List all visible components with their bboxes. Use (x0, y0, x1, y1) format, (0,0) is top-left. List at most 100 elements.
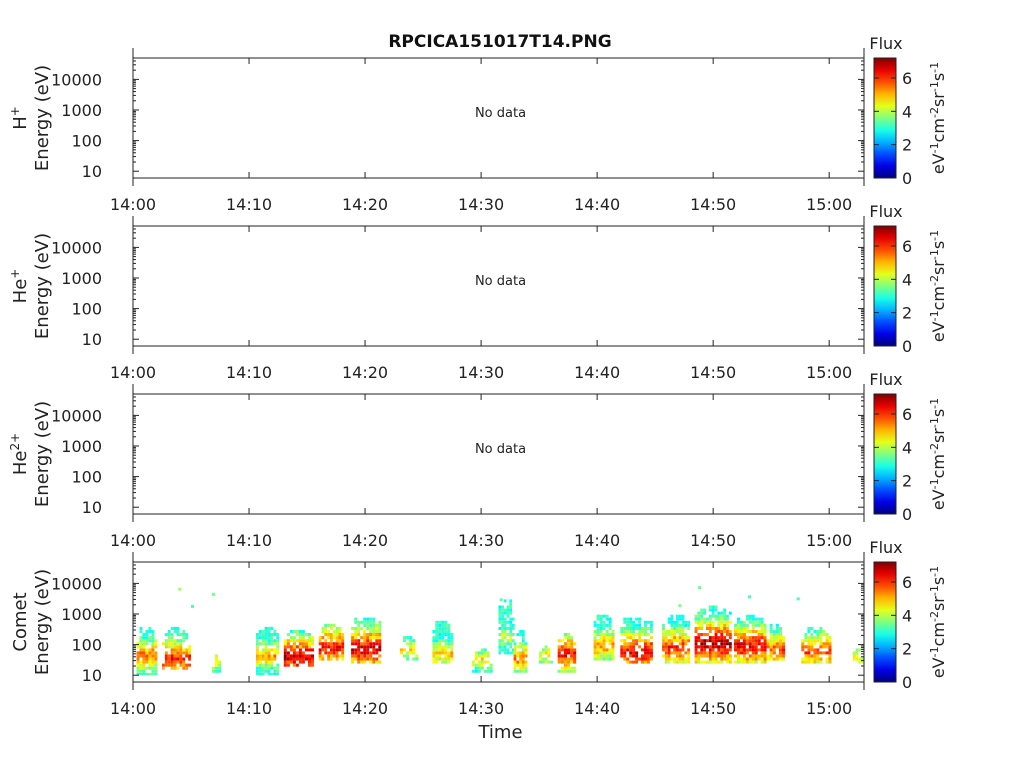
heatmap-cell (728, 645, 732, 649)
heatmap-cell (694, 617, 698, 621)
heatmap-cell (480, 654, 484, 658)
heatmap-cell (321, 626, 325, 630)
heatmap-cell (509, 608, 512, 612)
heatmap-cell (742, 642, 746, 646)
heatmap-cell (706, 639, 709, 643)
heatmap-cell (327, 636, 330, 640)
heatmap-cell (524, 660, 528, 664)
heatmap-cell (673, 657, 676, 661)
heatmap-cell (524, 651, 528, 655)
heatmap-cell (708, 614, 712, 618)
heatmap-cell (256, 660, 259, 664)
heatmap-cell (726, 617, 729, 621)
heatmap-cell (182, 660, 186, 664)
heatmap-cell (646, 626, 650, 630)
heatmap-cell (667, 657, 671, 661)
heatmap-cell (703, 651, 707, 655)
heatmap-cell (276, 672, 280, 676)
heatmap-cell (708, 639, 712, 643)
heatmap-cell (267, 651, 271, 655)
heatmap-cell (501, 648, 504, 652)
heatmap-cell (567, 651, 571, 655)
heatmap-cell (599, 630, 603, 633)
heatmap-cell (623, 617, 627, 621)
heatmap-cell (644, 645, 647, 649)
heatmap-cell (570, 669, 574, 673)
heatmap-cell (748, 645, 752, 649)
heatmap-cell (763, 651, 767, 655)
heatmap-cell (509, 602, 512, 606)
heatmap-cell (754, 660, 758, 664)
colorbar-unit-exp: -1 (928, 62, 941, 73)
heatmap-cell (273, 654, 277, 658)
heatmap-cell (646, 648, 650, 652)
heatmap-cell (270, 626, 274, 630)
heatmap-cell (629, 623, 633, 627)
heatmap-cell (498, 626, 502, 630)
heatmap-cell (804, 645, 808, 649)
heatmap-cell (825, 639, 829, 643)
heatmap-cell (676, 660, 679, 664)
heatmap-cell (327, 654, 330, 658)
heatmap-cell (593, 651, 597, 655)
heatmap-cell (273, 666, 277, 670)
heatmap-cell (375, 660, 379, 664)
heatmap-cell (593, 639, 597, 643)
heatmap-cell (751, 660, 755, 664)
heatmap-cell (740, 657, 743, 661)
heatmap-cell (745, 639, 749, 643)
heatmap-cell (662, 623, 665, 627)
heatmap-cell (646, 660, 650, 664)
heatmap-cell (139, 651, 143, 655)
heatmap-cell (324, 651, 328, 655)
heatmap-cell (596, 648, 600, 652)
heatmap-cell (142, 648, 146, 652)
heatmap-cell (372, 620, 376, 624)
heatmap-cell (270, 660, 274, 664)
heatmap-cell (629, 645, 633, 649)
heatmap-cell (270, 666, 274, 670)
heatmap-cell (608, 633, 612, 637)
heatmap-cell (720, 611, 724, 615)
heatmap-cell (763, 633, 767, 637)
heatmap-cell (318, 654, 322, 658)
heatmap-cell (435, 630, 439, 633)
heatmap-cell (723, 654, 727, 658)
heatmap-cell (298, 630, 302, 633)
heatmap-cell (501, 639, 504, 643)
heatmap-cell (629, 660, 633, 664)
heatmap-cell (267, 660, 271, 664)
heatmap-cell (676, 614, 679, 618)
heatmap-cell (145, 633, 149, 637)
heatmap-cell (757, 617, 761, 621)
heatmap-cell (734, 639, 737, 643)
y-axis-label: He2+ Energy (eV) (8, 401, 53, 507)
heatmap-cell (167, 645, 171, 649)
heatmap-cell (737, 617, 740, 621)
heatmap-cell (176, 645, 180, 649)
colorbar-unit-label: eV-1cm-2sr-1s-1 (928, 62, 948, 174)
heatmap-cell (330, 633, 333, 637)
heatmap-cell (521, 669, 525, 673)
heatmap-cell (664, 633, 668, 637)
heatmap-cell (623, 630, 627, 633)
colorbar-title: Flux (869, 370, 902, 389)
heatmap-cell (828, 639, 832, 643)
heatmap-cell (670, 617, 674, 621)
heatmap-cell (360, 645, 364, 649)
colorbar-tick-label: 4 (902, 102, 912, 121)
heatmap-cell (151, 669, 155, 673)
heatmap-cell (372, 660, 376, 664)
heatmap-cell (503, 611, 507, 615)
heatmap-cell (501, 617, 504, 621)
heatmap-cell (139, 626, 143, 630)
heatmap-cell (626, 636, 630, 640)
y-tick-label: 1000 (61, 101, 102, 120)
colorbar-unit-part: cm (929, 622, 948, 646)
heatmap-cell (681, 645, 685, 649)
heatmap-cell (852, 657, 856, 661)
heatmap-cell (519, 663, 522, 667)
heatmap-cell (283, 651, 287, 655)
heatmap-cell (703, 617, 707, 621)
heatmap-cell (720, 617, 724, 621)
